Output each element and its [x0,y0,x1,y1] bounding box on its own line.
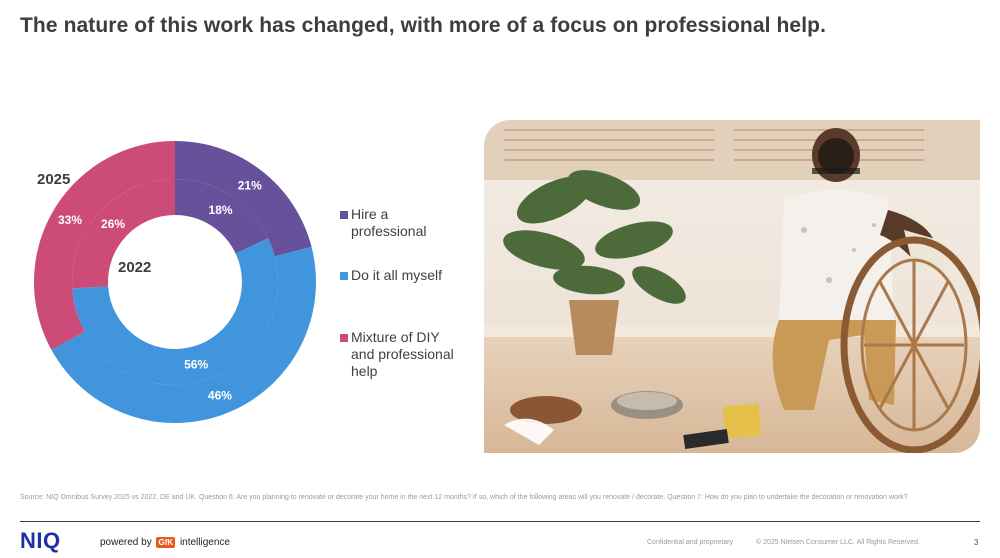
page-number: 3 [974,538,979,547]
confidential-note: Confidential and proprietary [647,539,733,546]
legend-swatch-pink [340,334,348,342]
ring-2025 [34,141,316,423]
legend-item-mixture: Mixture of DIY and professional help [340,329,466,380]
legend-swatch-blue [340,272,348,280]
series-label-2022: 2022 [118,259,151,276]
data-label-2025-do-it-myself: 46% [208,388,232,402]
ring-2022 [72,179,278,386]
legend-label: Mixture of DIY and professional help [351,329,454,379]
powered-by-gfk: powered by GfK intelligence [100,537,230,548]
slide-title: The nature of this work has changed, wit… [20,14,827,37]
powered-prefix: powered by [100,537,152,548]
arc-2022-hire-professional [175,179,269,254]
legend-swatch-purple [340,211,348,219]
value-labels: 21% 46% 33% 18% 56% 26% [58,179,262,403]
gfk-logo: GfK [156,537,176,548]
legend-item-do-it-myself: Do it all myself [340,267,481,284]
data-label-2022-hire-professional: 18% [209,203,233,217]
source-note: Source: NIQ Omnibus Survey 2025 vs 2022,… [20,494,908,501]
legend-label: Do it all myself [351,267,443,283]
arc-2022-do-it-myself [72,238,278,386]
copyright-note: © 2025 Nielsen Consumer LLC. All Rights … [756,539,920,546]
data-label-2025-mixture: 33% [58,213,82,227]
arc-2025-hire-professional [175,141,312,257]
powered-suffix: intelligence [179,537,230,548]
data-label-2022-do-it-myself: 56% [184,357,208,371]
arc-2022-mixture [72,179,175,289]
photo-woman-renovating-chair [484,120,980,453]
legend-item-hire-professional: Hire a professional [340,206,441,240]
nested-donut-chart: 21% 46% 33% 18% 56% 26% 2025 2022 [34,141,316,423]
niq-logo: NIQ [20,528,61,553]
series-label-2025: 2025 [37,171,70,188]
legend-label: Hire a professional [351,206,427,239]
data-label-2025-hire-professional: 21% [238,179,262,193]
arc-2025-mixture [34,141,176,350]
arc-2025-do-it-myself [51,246,316,423]
data-label-2022-mixture: 26% [101,217,125,231]
footer-divider [20,521,980,522]
